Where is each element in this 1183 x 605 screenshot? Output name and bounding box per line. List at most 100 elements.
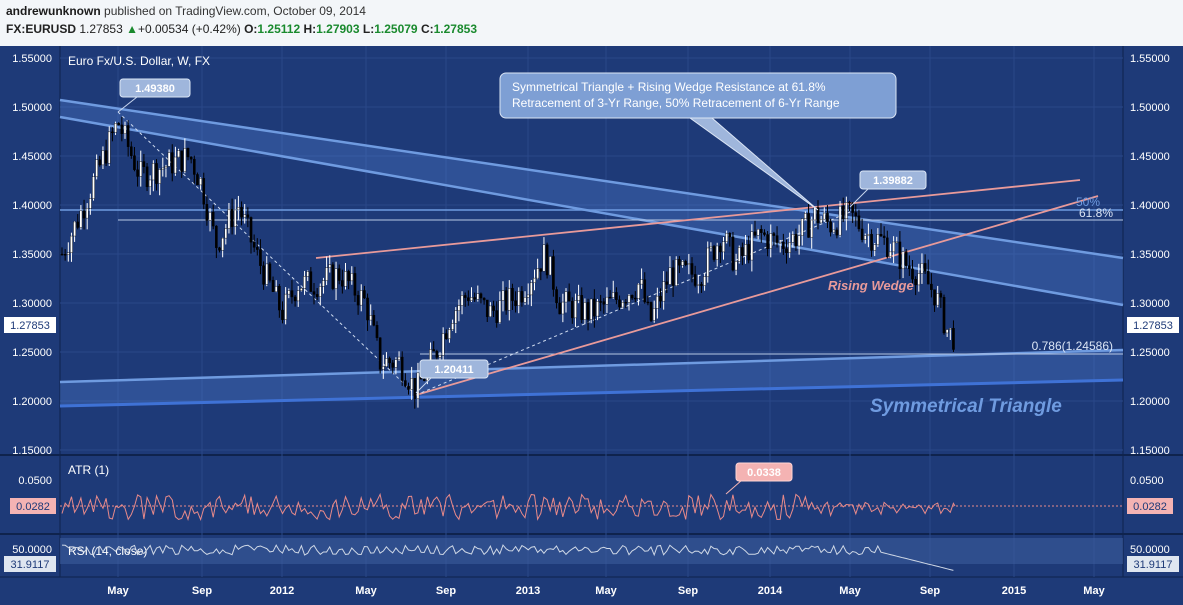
candle[interactable] <box>854 212 858 217</box>
candle[interactable] <box>287 290 291 295</box>
candle[interactable] <box>445 333 448 340</box>
candle[interactable] <box>101 150 105 166</box>
time-axis[interactable] <box>0 577 1183 605</box>
candle[interactable] <box>66 252 70 255</box>
candle[interactable] <box>917 273 921 286</box>
candle[interactable] <box>574 300 577 319</box>
candle[interactable] <box>873 244 876 251</box>
right-axis[interactable] <box>1123 46 1183 577</box>
candle[interactable] <box>290 290 294 298</box>
candle[interactable] <box>936 293 939 306</box>
candle[interactable] <box>152 163 155 181</box>
candle[interactable] <box>728 232 732 238</box>
rsi-series[interactable] <box>61 544 954 571</box>
candle[interactable] <box>104 150 108 164</box>
candle[interactable] <box>120 124 124 134</box>
candle[interactable] <box>583 302 587 320</box>
candle[interactable] <box>221 237 224 251</box>
candle[interactable] <box>514 300 517 306</box>
candle[interactable] <box>882 235 886 239</box>
candle[interactable] <box>867 233 870 237</box>
candle[interactable] <box>211 211 215 227</box>
candle[interactable] <box>879 233 883 237</box>
candle[interactable] <box>224 228 228 239</box>
candle[interactable] <box>98 159 102 166</box>
candle[interactable] <box>785 248 788 254</box>
candle[interactable] <box>671 267 675 286</box>
candle[interactable] <box>593 298 596 317</box>
candle[interactable] <box>363 290 366 299</box>
candle[interactable] <box>79 210 83 228</box>
candle[interactable] <box>561 301 565 315</box>
candle[interactable] <box>615 292 618 300</box>
candle[interactable] <box>60 253 64 256</box>
candle[interactable] <box>482 297 486 301</box>
candle[interactable] <box>353 273 357 296</box>
symmetrical-triangle[interactable] <box>59 98 1124 408</box>
candle[interactable] <box>388 358 391 364</box>
candle[interactable] <box>926 271 930 285</box>
candle[interactable] <box>832 229 836 233</box>
candle[interactable] <box>85 208 89 219</box>
candle[interactable] <box>306 271 310 277</box>
candle[interactable] <box>372 315 376 326</box>
candle[interactable] <box>807 213 810 238</box>
candle[interactable] <box>898 241 902 270</box>
candle[interactable] <box>744 244 747 256</box>
candle[interactable] <box>422 378 426 381</box>
candle[interactable] <box>923 263 927 272</box>
candle[interactable] <box>863 235 867 240</box>
candle[interactable] <box>766 234 769 249</box>
candles[interactable] <box>60 116 955 409</box>
candle[interactable] <box>136 169 139 177</box>
candle[interactable] <box>385 358 388 367</box>
candle[interactable] <box>823 212 826 220</box>
atr-callout[interactable]: 0.0338 <box>725 462 793 495</box>
candle[interactable] <box>432 349 436 352</box>
candle[interactable] <box>410 377 413 390</box>
candle[interactable] <box>829 221 832 233</box>
candle[interactable] <box>227 208 231 229</box>
candle[interactable] <box>347 271 350 282</box>
candle[interactable] <box>914 279 917 286</box>
candle[interactable] <box>457 305 461 311</box>
candle[interactable] <box>652 308 656 321</box>
candle[interactable] <box>942 297 946 334</box>
candle[interactable] <box>772 233 776 236</box>
candle[interactable] <box>460 295 464 306</box>
candle[interactable] <box>548 256 552 276</box>
candle[interactable] <box>319 286 322 297</box>
candle[interactable] <box>678 259 681 266</box>
left-axis[interactable] <box>0 46 60 577</box>
candle[interactable] <box>520 291 524 303</box>
candle[interactable] <box>640 279 643 285</box>
candle[interactable] <box>700 284 703 286</box>
candle[interactable] <box>70 235 73 253</box>
candle[interactable] <box>737 247 741 262</box>
candle[interactable] <box>819 218 823 224</box>
candle[interactable] <box>725 232 728 242</box>
candle[interactable] <box>375 325 379 338</box>
candle[interactable] <box>470 297 473 301</box>
candle[interactable] <box>356 295 360 306</box>
candle[interactable] <box>681 261 684 266</box>
candle[interactable] <box>183 148 187 172</box>
candle[interactable] <box>526 294 530 298</box>
candle[interactable] <box>344 271 347 287</box>
candle[interactable] <box>161 167 165 170</box>
candle[interactable] <box>756 228 760 236</box>
candle[interactable] <box>637 283 640 299</box>
candle[interactable] <box>886 237 889 258</box>
candle[interactable] <box>129 146 133 156</box>
candle[interactable] <box>454 310 458 324</box>
symbol-label[interactable]: FX:EURUSD <box>6 22 77 36</box>
candle[interactable] <box>763 232 766 235</box>
candle[interactable] <box>605 296 609 305</box>
candle[interactable] <box>750 231 754 261</box>
candle[interactable] <box>315 294 319 297</box>
candle[interactable] <box>82 210 86 219</box>
candle[interactable] <box>577 295 580 301</box>
candle[interactable] <box>312 291 316 295</box>
candle[interactable] <box>495 310 499 323</box>
candle[interactable] <box>722 241 725 253</box>
